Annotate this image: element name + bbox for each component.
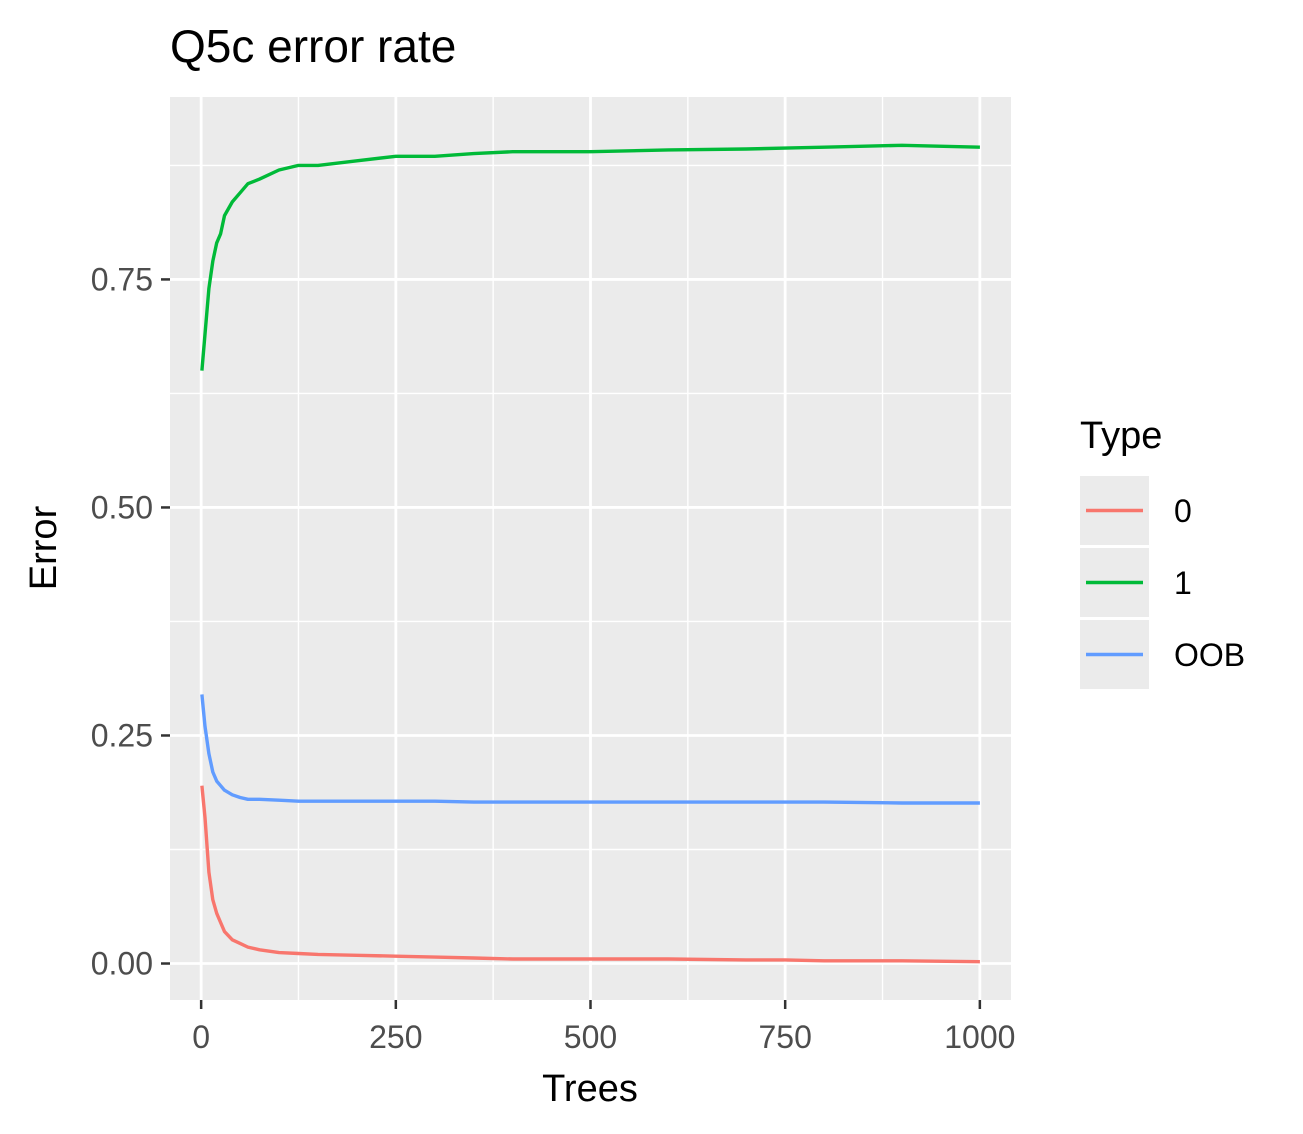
legend-label: 1 (1174, 565, 1192, 601)
legend: Type 0 1 OOB (1080, 415, 1245, 689)
x-axis-title: Trees (542, 1068, 638, 1110)
legend-items: 0 1 OOB (1080, 476, 1245, 689)
x-tick-label: 1000 (944, 1019, 1015, 1055)
legend-item: 0 (1080, 476, 1192, 545)
series-line-1 (200, 143, 980, 371)
x-axis: 0 250 500 750 1000 (192, 1000, 1015, 1055)
y-tick-label: 0.00 (91, 946, 153, 982)
legend-item: 1 (1080, 548, 1192, 617)
x-tick-label: 500 (564, 1019, 617, 1055)
y-tick-label: 0.25 (91, 717, 153, 753)
legend-label: 0 (1174, 493, 1192, 529)
legend-item: OOB (1080, 620, 1245, 689)
x-tick-label: 250 (369, 1019, 422, 1055)
x-tick-label: 0 (192, 1019, 210, 1055)
series-line-oob (200, 694, 980, 805)
chart-title: Q5c error rate (170, 20, 456, 72)
legend-label: OOB (1174, 637, 1245, 673)
series-lines (200, 143, 980, 964)
grid-major (170, 97, 1011, 1000)
y-axis: 0.00 0.25 0.50 0.75 (91, 261, 170, 982)
legend-title: Type (1080, 415, 1162, 457)
y-axis-title: Error (23, 505, 65, 590)
x-tick-label: 750 (758, 1019, 811, 1055)
y-tick-label: 0.75 (91, 261, 153, 297)
series-line-0 (200, 785, 980, 964)
y-tick-label: 0.50 (91, 489, 153, 525)
